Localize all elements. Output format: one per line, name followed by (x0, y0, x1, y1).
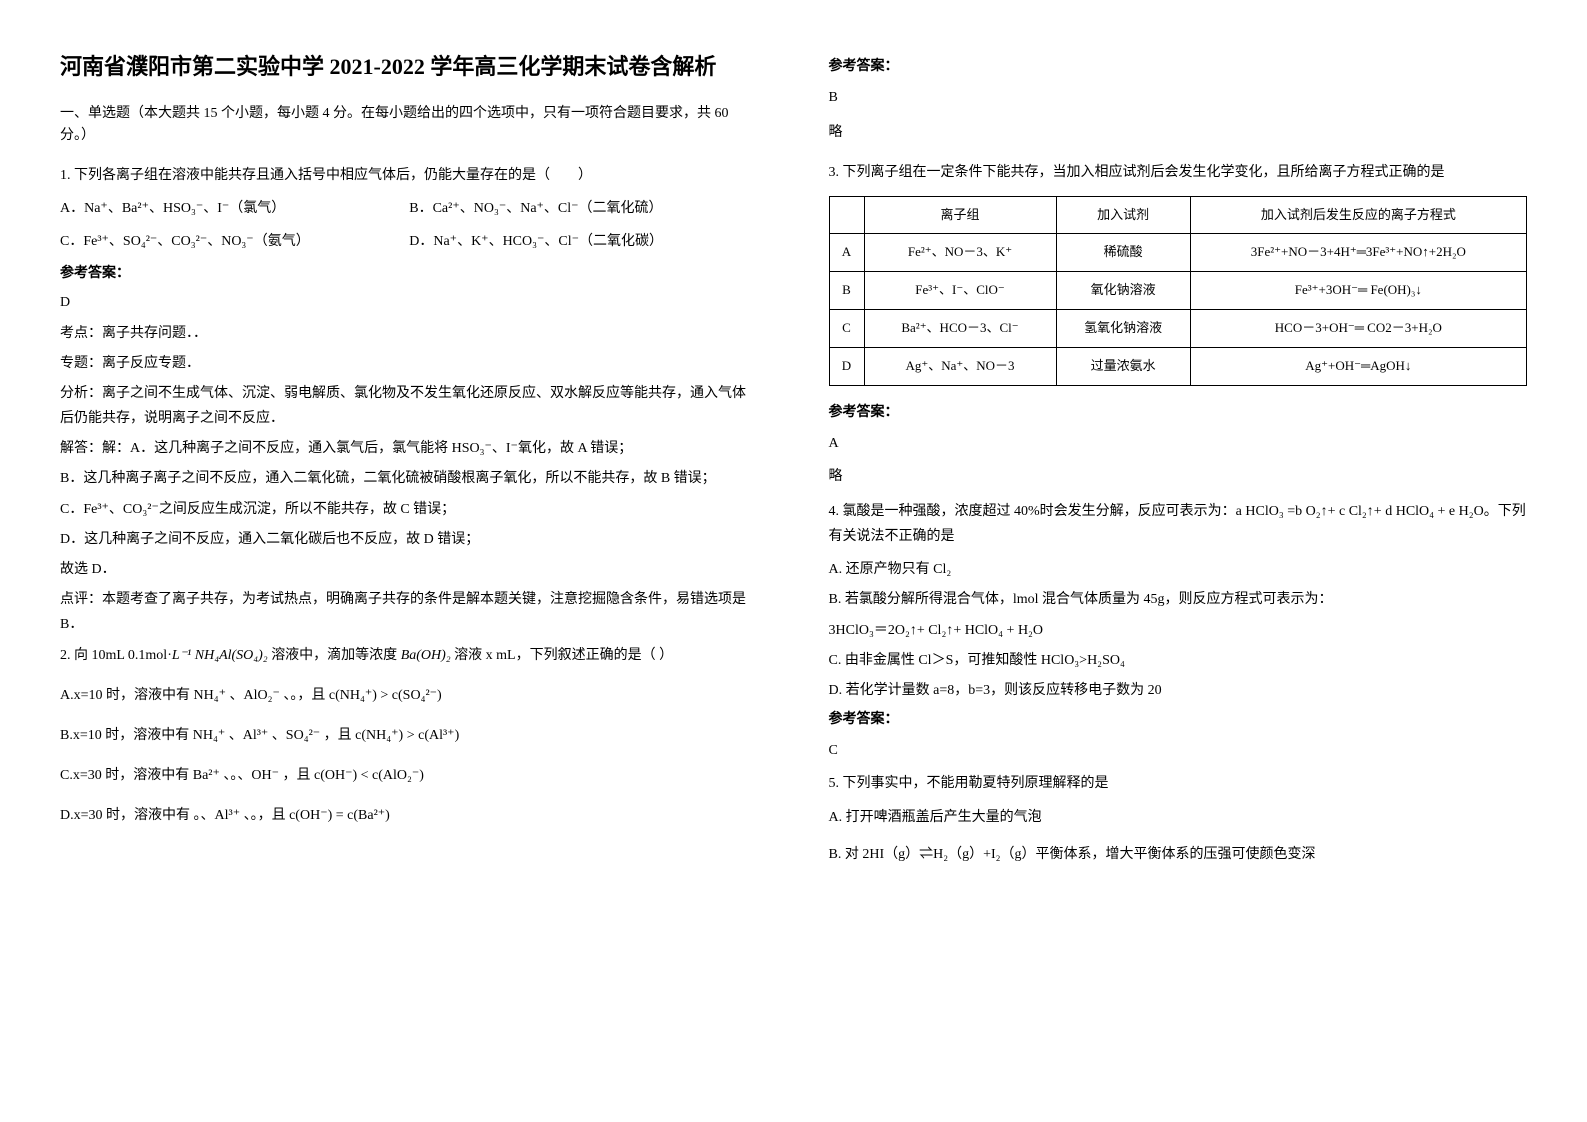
q3-answer-label: 参考答案： (829, 401, 1528, 421)
q3-answer: A (829, 431, 1528, 456)
q1-jieda-b: B．这几种离子离子之间不反应，通入二氧化硫，二氧化硫被硝酸根离子氧化，所以不能共… (60, 466, 759, 491)
q3-d-label: D (829, 347, 864, 385)
q1-zhuanti: 专题：离子反应专题． (60, 351, 759, 376)
q3-c-ions: Ba²⁺、HCO－3、Cl⁻ (864, 309, 1056, 347)
left-column: 河南省濮阳市第二实验中学 2021-2022 学年高三化学期末试卷含解析 一、单… (60, 50, 759, 1072)
q3-a-reagent: 稀硫酸 (1056, 234, 1190, 272)
q2-answer-label: 参考答案： (829, 55, 1528, 75)
q3-a-eq: 3Fe²⁺+NO－3+4H⁺═3Fe³⁺+NO↑+2H₂O (1190, 234, 1526, 272)
q1-jieda-c: C．Fe³⁺、CO₃²⁻之间反应生成沉淀，所以不能共存，故 C 错误； (60, 497, 759, 522)
q4-optA: A. 还原产物只有 Cl₂ (829, 557, 1528, 582)
q3-row-c: C Ba²⁺、HCO－3、Cl⁻ 氢氧化钠溶液 HCO－3+OH⁻═ CO2－3… (829, 309, 1527, 347)
q3-table: 离子组 加入试剂 加入试剂后发生反应的离子方程式 A Fe²⁺、NO－3、K⁺ … (829, 196, 1528, 386)
q3-d-eq: Ag⁺+OH⁻═AgOH↓ (1190, 347, 1526, 385)
q4-answer-label: 参考答案： (829, 708, 1528, 728)
q3-b-label: B (829, 272, 864, 310)
q1-guxuan: 故选 D． (60, 557, 759, 582)
q3-th2: 加入试剂 (1056, 196, 1190, 234)
q3-row-d: D Ag⁺、Na⁺、NO－3 过量浓氨水 Ag⁺+OH⁻═AgOH↓ (829, 347, 1527, 385)
q1-fenxi: 分析：离子之间不生成气体、沉淀、弱电解质、氯化物及不发生氧化还原反应、双水解反应… (60, 381, 759, 431)
q2-optD: D.x=30 时，溶液中有 。、Al³⁺ 、。，且 c(OH⁻) = c(Ba²… (60, 803, 759, 828)
q3-c-reagent: 氢氧化钠溶液 (1056, 309, 1190, 347)
q3-row-a: A Fe²⁺、NO－3、K⁺ 稀硫酸 3Fe²⁺+NO－3+4H⁺═3Fe³⁺+… (829, 234, 1527, 272)
q2-optC: C.x=30 时，溶液中有 Ba²⁺ 、。、OH⁻ ，且 c(OH⁻) < c(… (60, 763, 759, 788)
q3-row-b: B Fe³⁺、I⁻、ClO⁻ 氧化钠溶液 Fe³⁺+3OH⁻═ Fe(OH)₃↓ (829, 272, 1527, 310)
q3-th1: 离子组 (864, 196, 1056, 234)
q1-options-row1: A．Na⁺、Ba²⁺、HSO₃⁻、I⁻（氯气） B．Ca²⁺、NO₃⁻、Na⁺、… (60, 196, 759, 221)
q4-optC: C. 由非金属性 Cl＞S，可推知酸性 HClO₃>H₂SO₄ (829, 648, 1528, 673)
q4-optB2: 3HClO₃＝2O₂↑+ Cl₂↑+ HClO₄ + H₂O (829, 618, 1528, 643)
q3-table-header: 离子组 加入试剂 加入试剂后发生反应的离子方程式 (829, 196, 1527, 234)
q4-optD: D. 若化学计量数 a=8，b=3，则该反应转移电子数为 20 (829, 678, 1528, 703)
q1-jieda-a: 解答：解：A．这几种离子之间不反应，通入氯气后，氯气能将 HSO₃⁻、I⁻氧化，… (60, 436, 759, 461)
q4-stem: 4. 氯酸是一种强酸，浓度超过 40%时会发生分解，反应可表示为：a HClO₃… (829, 499, 1528, 549)
q2-stem-pre: 2. 向 10mL 0.1mol· (60, 648, 172, 663)
doc-title: 河南省濮阳市第二实验中学 2021-2022 学年高三化学期末试卷含解析 (60, 50, 759, 83)
q1-options-row2: C．Fe³⁺、SO₄²⁻、CO₃²⁻、NO₃⁻（氨气） D．Na⁺、K⁺、HCO… (60, 229, 759, 254)
q4-answer: C (829, 738, 1528, 763)
q3-a-ions: Fe²⁺、NO－3、K⁺ (864, 234, 1056, 272)
q3-d-ions: Ag⁺、Na⁺、NO－3 (864, 347, 1056, 385)
q1-jieda-d: D．这几种离子之间不反应，通入二氧化碳后也不反应，故 D 错误； (60, 527, 759, 552)
q1-optB: B．Ca²⁺、NO₃⁻、Na⁺、Cl⁻（二氧化硫） (409, 196, 758, 221)
q3-d-reagent: 过量浓氨水 (1056, 347, 1190, 385)
q2-formula1: L⁻¹ NH₄Al(SO₄)₂ (172, 648, 268, 663)
q3-b-eq: Fe³⁺+3OH⁻═ Fe(OH)₃↓ (1190, 272, 1526, 310)
q2-stem: 2. 向 10mL 0.1mol·L⁻¹ NH₄Al(SO₄)₂ 溶液中，滴加等… (60, 643, 759, 668)
q3-b-ions: Fe³⁺、I⁻、ClO⁻ (864, 272, 1056, 310)
right-column: 参考答案： B 略 3. 下列离子组在一定条件下能共存，当加入相应试剂后会发生化… (829, 50, 1528, 1072)
q3-b-reagent: 氧化钠溶液 (1056, 272, 1190, 310)
q1-kaodian: 考点：离子共存问题．． (60, 321, 759, 346)
q1-optD: D．Na⁺、K⁺、HCO₃⁻、Cl⁻（二氧化碳） (409, 229, 758, 254)
q5-optB: B. 对 2HI（g）⇌H₂（g）+I₂（g）平衡体系，增大平衡体系的压强可使颜… (829, 842, 1528, 867)
q3-stem: 3. 下列离子组在一定条件下能共存，当加入相应试剂后会发生化学变化，且所给离子方… (829, 160, 1528, 185)
q2-answer: B (829, 85, 1528, 110)
q4-optB: B. 若氯酸分解所得混合气体，lmol 混合气体质量为 45g，则反应方程式可表… (829, 587, 1528, 612)
q3-c-eq: HCO－3+OH⁻═ CO2－3+H₂O (1190, 309, 1526, 347)
q3-th0 (829, 196, 864, 234)
q3-th3: 加入试剂后发生反应的离子方程式 (1190, 196, 1526, 234)
q2-optA: A.x=10 时，溶液中有 NH₄⁺ 、AlO₂⁻ 、。，且 c(NH₄⁺) >… (60, 683, 759, 708)
q3-brief: 略 (829, 464, 1528, 489)
q5-stem: 5. 下列事实中，不能用勒夏特列原理解释的是 (829, 771, 1528, 796)
q1-optA: A．Na⁺、Ba²⁺、HSO₃⁻、I⁻（氯气） (60, 196, 409, 221)
q3-c-label: C (829, 309, 864, 347)
q2-brief: 略 (829, 120, 1528, 145)
q1-answer-label: 参考答案： (60, 262, 759, 282)
q1-optC: C．Fe³⁺、SO₄²⁻、CO₃²⁻、NO₃⁻（氨气） (60, 229, 409, 254)
q5-optA: A. 打开啤酒瓶盖后产生大量的气泡 (829, 805, 1528, 830)
section-header: 一、单选题（本大题共 15 个小题，每小题 4 分。在每小题给出的四个选项中，只… (60, 103, 759, 148)
q2-optB: B.x=10 时，溶液中有 NH₄⁺ 、Al³⁺ 、SO₄²⁻ ，且 c(NH₄… (60, 723, 759, 748)
q2-stem-post: 溶液 x mL，下列叙述正确的是（ ） (451, 648, 673, 663)
q2-stem-mid: 溶液中，滴加等浓度 (268, 648, 401, 663)
q1-dianping: 点评：本题考查了离子共存，为考试热点，明确离子共存的条件是解本题关键，注意挖掘隐… (60, 587, 759, 637)
q1-answer: D (60, 290, 759, 315)
q2-formula2: Ba(OH)₂ (401, 648, 451, 663)
q1-stem: 1. 下列各离子组在溶液中能共存且通入括号中相应气体后，仍能大量存在的是（ ） (60, 163, 759, 188)
q3-a-label: A (829, 234, 864, 272)
